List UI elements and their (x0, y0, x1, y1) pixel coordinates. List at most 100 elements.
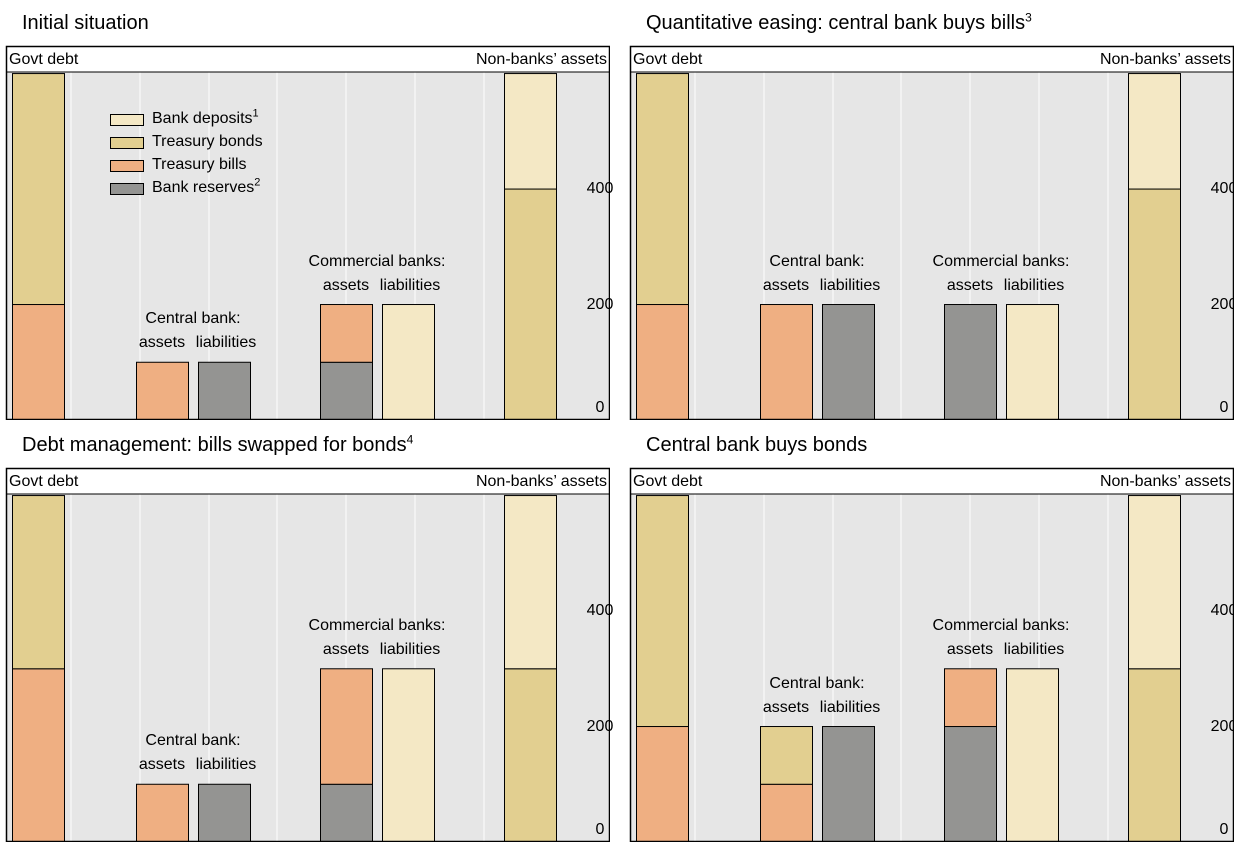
legend-label-text: Treasury bills (152, 156, 247, 173)
panel-quantitative-easing: Quantitative easing: central bank buys b… (624, 0, 1234, 420)
bar-segment-commercial-banks-assets-treasury-bills (320, 668, 373, 785)
commercial-banks-label: Commercial banks: (932, 252, 1070, 270)
y-tick-label: 0 (595, 399, 605, 416)
bar-segment-govt-debt-treasury-bonds (12, 495, 65, 670)
bar-segment-commercial-banks-assets-bank-reserves (944, 726, 997, 842)
bar-segment-commercial-banks-assets-bank-reserves (320, 783, 373, 842)
bar-segment-commercial-banks-liabilities-bank-deposits (382, 304, 435, 420)
govt-debt-label: Govt debt (9, 473, 79, 490)
bar-segment-commercial-banks-assets-bank-reserves (944, 304, 997, 420)
bar-segment-central-bank-assets-treasury-bills (760, 304, 813, 420)
panel-initial-situation: Initial situation 0 200 400 Govt debt Non-ban… (0, 0, 613, 420)
commercial-banks-assets-label: assets (946, 640, 994, 658)
bar-segment-non-banks-assets-treasury-bonds (1128, 668, 1181, 842)
plot-frame (5, 45, 610, 420)
central-bank-liabilities-label: liabilities (195, 756, 257, 774)
central-bank-assets-label: assets (138, 756, 186, 774)
top-label-strip (6, 468, 610, 494)
commercial-banks-label: Commercial banks: (308, 616, 446, 634)
plot-area (629, 467, 1234, 842)
y-tick-label: 200 (586, 717, 614, 735)
bar-segment-non-banks-assets-treasury-bonds (504, 668, 557, 842)
y-tick-label: 400 (1210, 602, 1234, 620)
bar-segment-govt-debt-treasury-bonds (636, 495, 689, 728)
commercial-banks-liabilities-label: liabilities (1003, 276, 1065, 294)
panel-title: Initial situation (22, 12, 149, 35)
govt-debt-label: Govt debt (633, 51, 703, 68)
non-banks-assets-label: Non-banks’ assets (475, 473, 607, 490)
non-banks-assets-label: Non-banks’ assets (475, 51, 607, 68)
top-label-strip (630, 468, 1234, 494)
bar-segment-commercial-banks-liabilities-bank-deposits (1006, 304, 1059, 420)
top-label-strip (630, 46, 1234, 72)
y-tick-label: 0 (595, 821, 605, 838)
panel-central-bank-buys-bonds: Central bank buys bonds 0 200 400 Govt debt N… (624, 422, 1234, 842)
y-tick-label: 0 (1219, 399, 1229, 416)
bar-segment-central-bank-liabilities-bank-reserves (822, 304, 875, 420)
commercial-banks-label: Commercial banks: (308, 252, 446, 270)
legend-label: Treasury bills (152, 156, 247, 174)
legend-footnote: 2 (254, 176, 261, 189)
non-banks-assets-label: Non-banks’ assets (1099, 473, 1231, 490)
bar-segment-commercial-banks-liabilities-bank-deposits (1006, 668, 1059, 842)
commercial-banks-label: Commercial banks: (932, 616, 1070, 634)
legend-swatch (110, 137, 144, 149)
bar-segment-non-banks-assets-bank-deposits (1128, 495, 1181, 670)
legend-label: Bank reserves2 (152, 176, 261, 197)
y-tick-label: 400 (586, 180, 614, 198)
plot-area (5, 467, 610, 842)
bar-segment-govt-debt-treasury-bills (636, 726, 689, 842)
bar-segment-commercial-banks-liabilities-bank-deposits (382, 668, 435, 842)
panel-title-footnote: 3 (1025, 10, 1032, 25)
govt-debt-label: Govt debt (9, 51, 79, 68)
y-tick-label: 200 (1210, 717, 1234, 735)
commercial-banks-liabilities-label: liabilities (379, 640, 441, 658)
legend-label: Treasury bonds (152, 133, 263, 151)
central-bank-label: Central bank: (145, 732, 241, 750)
y-tick-label: 200 (1210, 295, 1234, 313)
panel-title-text: Debt management: bills swapped for bonds (22, 434, 407, 456)
bar-segment-govt-debt-treasury-bills (12, 668, 65, 842)
legend-label-text: Bank deposits (152, 110, 253, 127)
central-bank-assets-label: assets (762, 276, 810, 294)
non-banks-assets-label: Non-banks’ assets (1099, 51, 1231, 68)
plot-area (5, 45, 610, 420)
bar-segment-govt-debt-treasury-bonds (636, 73, 689, 306)
panel-title-text: Initial situation (22, 12, 149, 34)
commercial-banks-assets-label: assets (946, 276, 994, 294)
central-bank-assets-label: assets (138, 334, 186, 352)
bar-segment-non-banks-assets-treasury-bonds (1128, 188, 1181, 420)
legend-footnote: 1 (252, 107, 259, 120)
panel-title-text: Quantitative easing: central bank buys b… (646, 12, 1026, 34)
bar-segment-central-bank-liabilities-bank-reserves (198, 783, 251, 842)
central-bank-label: Central bank: (769, 252, 865, 270)
bar-segment-central-bank-assets-treasury-bills (760, 783, 813, 842)
panel-debt-management: Debt management: bills swapped for bonds… (0, 422, 613, 842)
central-bank-liabilities-label: liabilities (819, 276, 881, 294)
bar-segment-central-bank-assets-treasury-bills (136, 783, 189, 842)
bar-segment-central-bank-assets-treasury-bills (136, 361, 189, 420)
bar-segment-non-banks-assets-bank-deposits (1128, 73, 1181, 190)
central-bank-label: Central bank: (769, 674, 865, 692)
bar-segment-govt-debt-treasury-bills (12, 304, 65, 420)
legend-label-text: Treasury bonds (152, 133, 263, 150)
legend-swatch (110, 160, 144, 172)
bar-segment-central-bank-liabilities-bank-reserves (822, 726, 875, 842)
panel-title-text: Central bank buys bonds (646, 434, 868, 456)
bar-segment-central-bank-liabilities-bank-reserves (198, 361, 251, 420)
y-tick-label: 400 (1210, 180, 1234, 198)
legend-swatch (110, 114, 144, 126)
y-tick-label: 200 (586, 295, 614, 313)
commercial-banks-assets-label: assets (322, 640, 370, 658)
legend-label: Bank deposits1 (152, 107, 259, 128)
bar-segment-non-banks-assets-bank-deposits (504, 73, 557, 190)
panel-title: Quantitative easing: central bank buys b… (646, 10, 1032, 35)
panel-title: Central bank buys bonds (646, 434, 867, 457)
central-bank-liabilities-label: liabilities (819, 698, 881, 716)
bar-segment-non-banks-assets-bank-deposits (504, 495, 557, 670)
top-label-strip (6, 46, 610, 72)
central-bank-assets-label: assets (762, 698, 810, 716)
govt-debt-label: Govt debt (633, 473, 703, 490)
commercial-banks-liabilities-label: liabilities (379, 276, 441, 294)
central-bank-label: Central bank: (145, 310, 241, 328)
